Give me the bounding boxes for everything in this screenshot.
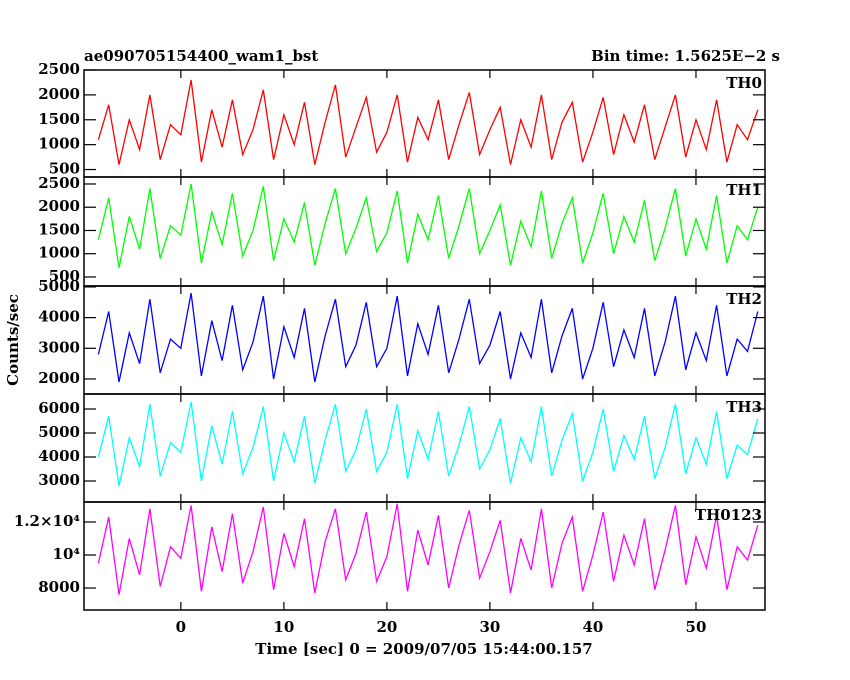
x-axis-label: Time [sec] 0 = 2009/07/05 15:44:00.157 [255,640,592,658]
y-tick-label: 10⁴ [53,545,81,563]
x-tick-label: 30 [479,618,500,636]
y-tick-label: 1500 [38,220,80,238]
y-tick-label: 3000 [38,338,80,356]
panel-frame [83,285,766,395]
y-tick-label: 1500 [38,110,80,128]
y-tick-label: 1.2×10⁴ [14,512,81,530]
chart-title: ae090705154400_wam1_bst [84,47,318,65]
series-line [97,401,759,486]
series-line [97,292,759,383]
panel-frame [83,501,766,611]
legend-label: TH0 [726,74,762,92]
y-tick-label: 4000 [38,447,80,465]
y-tick-label: 8000 [38,578,80,596]
y-tick-label: 2000 [38,85,80,103]
legend-label: TH2 [726,290,762,308]
y-tick-label: 500 [49,267,80,285]
x-tick-label: 40 [583,618,604,636]
x-tick-label: 10 [273,618,294,636]
legend-label: TH1 [726,181,762,199]
y-tick-label: 2500 [38,60,80,78]
series-line [97,503,759,595]
x-tick-label: 50 [686,618,707,636]
y-tick-label: 5000 [38,277,80,295]
series-line [97,79,759,165]
y-tick-label: 2000 [38,197,80,215]
legend-label: TH0123 [695,506,762,524]
x-tick-label: 0 [176,618,186,636]
y-tick-label: 2000 [38,369,80,387]
y-tick-label: 4000 [38,308,80,326]
y-axis-label: Counts/sec [4,294,22,386]
chart-subtitle: Bin time: 1.5625E−2 s [591,47,780,65]
y-tick-label: 6000 [38,399,80,417]
x-tick-label: 20 [376,618,397,636]
y-tick-label: 1000 [38,244,80,262]
panel-frame [83,69,766,178]
legend-label: TH3 [726,398,762,416]
y-tick-label: 3000 [38,471,80,489]
y-tick-label: 500 [49,160,80,178]
series-line [97,183,759,268]
y-tick-label: 2500 [38,174,80,192]
y-tick-label: 5000 [38,423,80,441]
y-tick-label: 1000 [38,135,80,153]
